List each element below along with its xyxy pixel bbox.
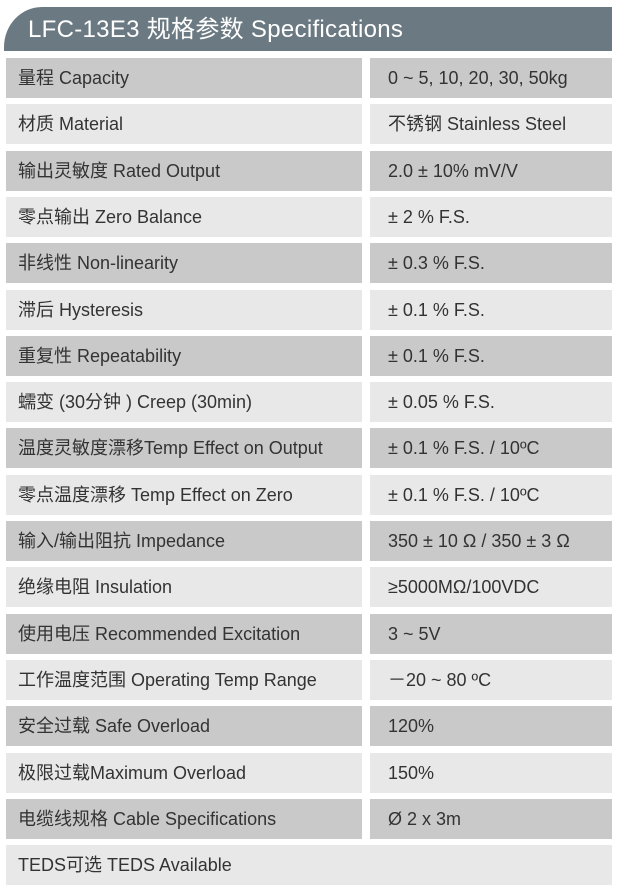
spec-row: 安全过载 Safe Overload 120% <box>6 706 612 747</box>
spec-value: 350 ± 10 Ω / 350 ± 3 Ω <box>370 521 612 561</box>
spec-value: ± 2 % F.S. <box>370 196 612 237</box>
spec-value: 3 ~ 5V <box>370 613 612 654</box>
spec-label: 安全过载 Safe Overload <box>6 706 362 747</box>
spec-value: Ø 2 x 3m <box>370 798 612 839</box>
spec-row: 绝缘电阻 Insulation ≥5000MΩ/100VDC <box>6 567 612 608</box>
spec-label: 温度灵敏度漂移Temp Effect on Output <box>6 428 362 469</box>
spec-row: 使用电压 Recommended Excitation 3 ~ 5V <box>6 613 612 654</box>
spec-row: 电缆线规格 Cable Specifications Ø 2 x 3m <box>6 798 612 839</box>
spec-value: －20 ~ 80 ºC <box>370 659 612 700</box>
spec-label: 工作温度范围 Operating Temp Range <box>6 659 362 700</box>
spec-row: 输出灵敏度 Rated Output 2.0 ± 10% mV/V <box>6 150 612 191</box>
spec-label: 蠕变 (30分钟 ) Creep (30min) <box>6 382 362 423</box>
spec-row: 零点输出 Zero Balance ± 2 % F.S. <box>6 196 612 237</box>
spec-label: 输出灵敏度 Rated Output <box>6 150 362 191</box>
teds-label: TEDS可选 TEDS Available <box>6 845 612 886</box>
spec-value: ± 0.1 % F.S. / 10ºC <box>370 474 612 515</box>
spec-value: 2.0 ± 10% mV/V <box>370 150 612 191</box>
spec-value: ± 0.1 % F.S. <box>370 289 612 330</box>
spec-value: ≥5000MΩ/100VDC <box>370 567 612 608</box>
spec-value: 不锈钢 Stainless Steel <box>370 104 612 145</box>
spec-label: 电缆线规格 Cable Specifications <box>6 798 362 839</box>
spec-row: 零点温度漂移 Temp Effect on Zero ± 0.1 % F.S. /… <box>6 474 612 515</box>
spec-label: 非线性 Non-linearity <box>6 243 362 284</box>
spec-value: ± 0.1 % F.S. <box>370 335 612 376</box>
spec-row-teds: TEDS可选 TEDS Available <box>6 845 612 886</box>
spec-value: ± 0.3 % F.S. <box>370 243 612 284</box>
spec-label: 滞后 Hysteresis <box>6 289 362 330</box>
spec-row: 重复性 Repeatability ± 0.1 % F.S. <box>6 335 612 376</box>
spec-row: 极限过载Maximum Overload 150% <box>6 752 612 793</box>
spec-label: 量程 Capacity <box>6 58 362 98</box>
spec-label: 绝缘电阻 Insulation <box>6 567 362 608</box>
spec-value: 0 ~ 5, 10, 20, 30, 50kg <box>370 58 612 98</box>
spec-row: 滞后 Hysteresis ± 0.1 % F.S. <box>6 289 612 330</box>
spec-row: 非线性 Non-linearity ± 0.3 % F.S. <box>6 243 612 284</box>
spec-value: ± 0.05 % F.S. <box>370 382 612 423</box>
spec-value: 120% <box>370 706 612 747</box>
spec-row: 材质 Material 不锈钢 Stainless Steel <box>6 104 612 145</box>
spec-row: 温度灵敏度漂移Temp Effect on Output ± 0.1 % F.S.… <box>6 428 612 469</box>
spec-label: 零点输出 Zero Balance <box>6 196 362 237</box>
spec-value: 150% <box>370 752 612 793</box>
spec-value: ± 0.1 % F.S. / 10ºC <box>370 428 612 469</box>
spec-row: 输入/输出阻抗 Impedance 350 ± 10 Ω / 350 ± 3 Ω <box>6 521 612 561</box>
spec-label: 重复性 Repeatability <box>6 335 362 376</box>
spec-label: 零点温度漂移 Temp Effect on Zero <box>6 474 362 515</box>
spec-title-banner: LFC-13E3 规格参数 Specifications <box>4 7 612 51</box>
spec-label: 输入/输出阻抗 Impedance <box>6 521 362 561</box>
spec-label: 材质 Material <box>6 104 362 145</box>
spec-label: 极限过载Maximum Overload <box>6 752 362 793</box>
spec-row: 蠕变 (30分钟 ) Creep (30min) ± 0.05 % F.S. <box>6 382 612 423</box>
spec-label: 使用电压 Recommended Excitation <box>6 613 362 654</box>
spec-row: 量程 Capacity 0 ~ 5, 10, 20, 30, 50kg <box>6 58 612 98</box>
spec-row: 工作温度范围 Operating Temp Range －20 ~ 80 ºC <box>6 659 612 700</box>
